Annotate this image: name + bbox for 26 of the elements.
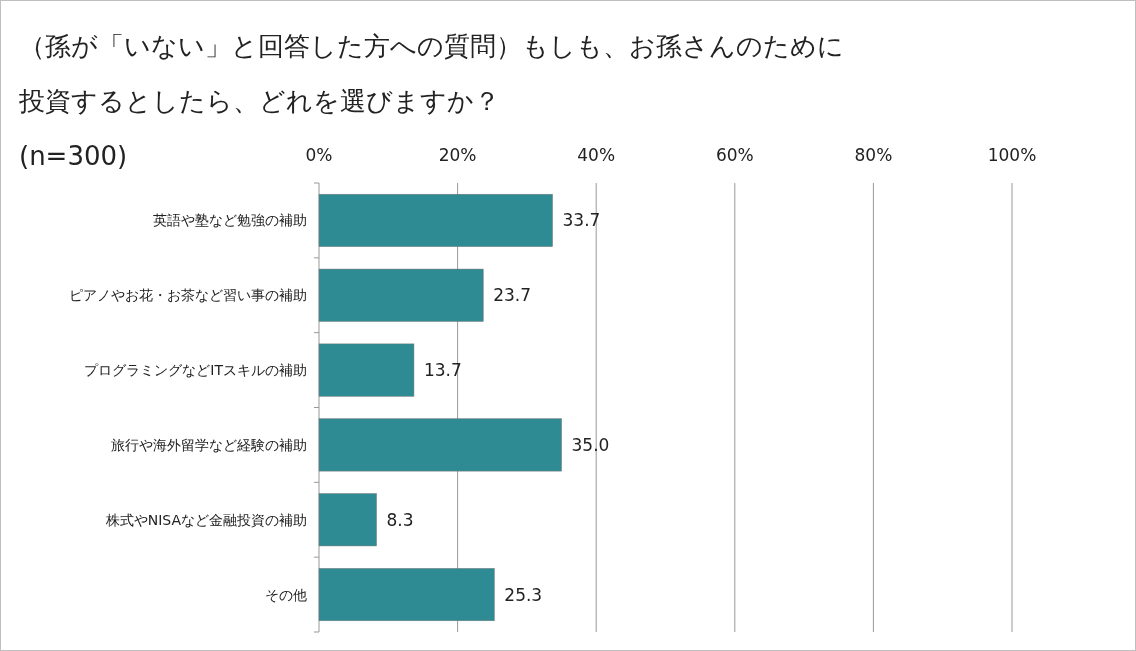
x-tick-label: 100% [987,145,1037,165]
y-tick-label: 旅行や海外留学など経験の補助 [111,436,307,453]
x-tick-label: 20% [438,145,477,165]
chart-title: （孫が「いない」と回答した方への質問）もしも、お孫さんのために投資するとしたら、どれを選びますか？ [19,30,845,118]
x-tick-label: 40% [577,145,616,165]
data-label: 8.3 [386,509,414,530]
bar [318,568,495,622]
bar [318,268,484,322]
bar [318,493,377,547]
y-tick-label: プログラミングなどITスキルの補助 [84,362,307,379]
data-label: 13.7 [423,360,462,381]
y-tick-label: その他 [265,586,307,603]
bar [318,418,562,472]
data-label: 35.0 [571,434,610,455]
x-tick-label: 60% [715,145,754,165]
data-label: 25.3 [504,584,543,605]
bar [318,193,553,247]
x-tick-label: 80% [854,145,893,165]
data-label: 33.7 [562,210,601,231]
y-tick-label: 英語や塾など勉強の補助 [153,212,307,229]
y-tick-label: ピアノやお花・お茶など習い事の補助 [69,287,307,304]
bar [318,343,415,397]
y-tick-label: 株式やNISAなど金融投資の補助 [104,511,307,528]
data-label: 23.7 [493,285,532,306]
text: (n=300) [19,140,128,173]
x-tick-label: 0% [305,145,333,165]
